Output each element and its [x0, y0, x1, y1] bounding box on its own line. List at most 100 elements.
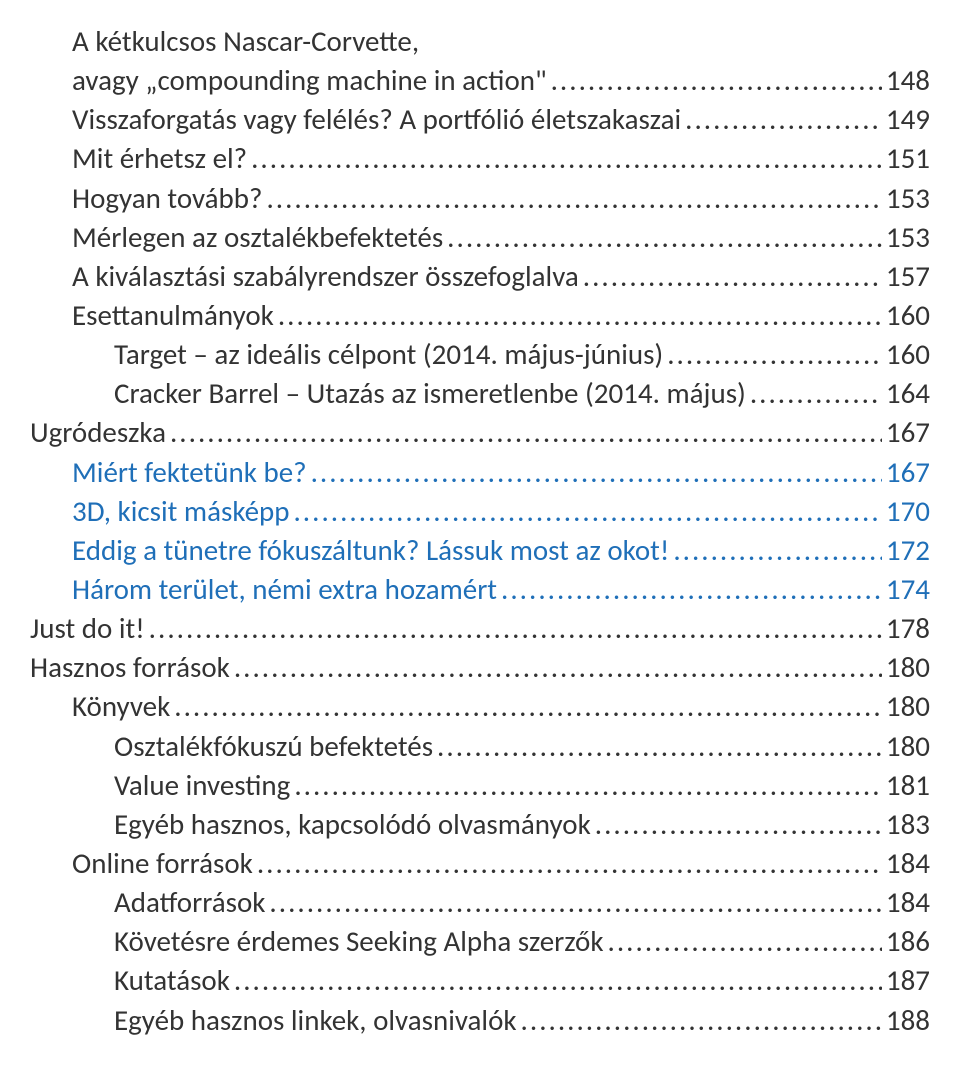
toc-entry-page: 170 [886, 492, 930, 531]
toc-entry-label: 3D, kicsit másképp [72, 492, 289, 531]
toc-entry-label: Hasznos források [30, 648, 230, 687]
toc-entry-label: Kutatások [114, 961, 230, 1000]
toc-entry-page: 180 [886, 687, 930, 726]
toc-entry[interactable]: 3D, kicsit másképp 170 [30, 492, 930, 531]
toc-entry-page: 180 [886, 648, 930, 687]
toc-entry-page: 167 [886, 453, 930, 492]
toc-entry: avagy „compounding machine in action" 148 [30, 61, 930, 100]
toc-entry-page: 148 [886, 61, 930, 100]
toc-entry-label: Hogyan tovább? [72, 179, 262, 218]
toc-entry: Mit érhetsz el? 151 [30, 139, 930, 178]
dot-leader [269, 883, 881, 922]
dot-leader [174, 687, 882, 726]
toc-entry-label: Miért fektetünk be? [72, 453, 307, 492]
toc-entry-label: Mit érhetsz el? [72, 139, 247, 178]
dot-leader [234, 648, 882, 687]
toc-entry-page: 157 [886, 257, 930, 296]
toc-entry[interactable]: Eddig a tünetre fókuszáltunk? Lássuk mos… [30, 531, 930, 570]
toc-entry-page: 183 [886, 805, 930, 844]
toc-entry-label: Esettanulmányok [72, 296, 274, 335]
toc-entry-label: Online források [72, 844, 253, 883]
dot-leader [583, 257, 882, 296]
toc-entry: Target – az ideális célpont (2014. május… [30, 335, 930, 374]
dot-leader [501, 570, 882, 609]
dot-leader [673, 531, 882, 570]
dot-leader [251, 139, 882, 178]
dot-leader [608, 922, 882, 961]
toc-entry: Osztalékfókuszú befektetés 180 [30, 727, 930, 766]
toc-entry: Hasznos források 180 [30, 648, 930, 687]
dot-leader [437, 727, 882, 766]
toc-entry-label: Target – az ideális célpont (2014. május… [114, 335, 663, 374]
toc-entry-label: Just do it! [30, 609, 145, 648]
toc-entry: A kiválasztási szabályrendszer összefogl… [30, 257, 930, 296]
dot-leader [234, 961, 882, 1000]
toc-entry-text: A kétkulcsos Nascar-Corvette, [30, 22, 930, 61]
dot-leader [685, 100, 882, 139]
toc-entry-page: 160 [886, 296, 930, 335]
dot-leader [311, 453, 882, 492]
toc-entry: Hogyan tovább? 153 [30, 179, 930, 218]
toc-entry-label: Cracker Barrel – Utazás az ismeretlenbe … [114, 374, 746, 413]
toc-entry-page: 160 [886, 335, 930, 374]
dot-leader [294, 766, 882, 805]
toc-entry-page: 153 [886, 218, 930, 257]
toc-entry-label: Value investing [114, 766, 290, 805]
toc-entry-label: Követésre érdemes Seeking Alpha szerzők [114, 922, 604, 961]
dot-leader [278, 296, 882, 335]
dot-leader [750, 374, 882, 413]
toc-entry-label: Mérlegen az osztalékbefektetés [72, 218, 443, 257]
dot-leader [149, 609, 882, 648]
toc-entry: Egyéb hasznos linkek, olvasnivalók 188 [30, 1001, 930, 1040]
toc-entry-label: Eddig a tünetre fókuszáltunk? Lássuk mos… [72, 531, 669, 570]
toc-entry: Value investing 181 [30, 766, 930, 805]
toc-entry-page: 184 [886, 844, 930, 883]
toc-entry: Mérlegen az osztalékbefektetés 153 [30, 218, 930, 257]
toc-entry-page: 164 [886, 374, 930, 413]
toc-entry-label: A kiválasztási szabályrendszer összefogl… [72, 257, 579, 296]
dot-leader [170, 413, 882, 452]
toc-entry-page: 181 [886, 766, 930, 805]
dot-leader [595, 805, 882, 844]
toc-entry-label: Osztalékfókuszú befektetés [114, 727, 433, 766]
toc-entry[interactable]: Három terület, némi extra hozamért 174 [30, 570, 930, 609]
toc-entry-label: Ugródeszka [30, 413, 166, 452]
toc-entry-page: 187 [886, 961, 930, 1000]
toc-entry: Cracker Barrel – Utazás az ismeretlenbe … [30, 374, 930, 413]
toc-entry-page: 172 [886, 531, 930, 570]
toc-entry-label: Visszaforgatás vagy felélés? A portfólió… [72, 100, 681, 139]
toc-entry[interactable]: Miért fektetünk be? 167 [30, 453, 930, 492]
toc-entry-label: Könyvek [72, 687, 170, 726]
toc-entry: Egyéb hasznos, kapcsolódó olvasmányok 183 [30, 805, 930, 844]
dot-leader [293, 492, 881, 531]
toc-entry: Online források 184 [30, 844, 930, 883]
toc-entry-page: 149 [886, 100, 930, 139]
toc-entry: Visszaforgatás vagy felélés? A portfólió… [30, 100, 930, 139]
dot-leader [667, 335, 882, 374]
toc-entry-page: 153 [886, 179, 930, 218]
toc-entry: Adatforrások 184 [30, 883, 930, 922]
toc-entry-page: 151 [886, 139, 930, 178]
dot-leader [266, 179, 881, 218]
toc-entry-page: 178 [886, 609, 930, 648]
toc-entry-label: Három terület, némi extra hozamért [72, 570, 497, 609]
toc-entry-page: 174 [886, 570, 930, 609]
toc-entry-page: 180 [886, 727, 930, 766]
toc-entry: Kutatások 187 [30, 961, 930, 1000]
dot-leader [551, 61, 882, 100]
dot-leader [447, 218, 882, 257]
toc-entry-label: Egyéb hasznos linkek, olvasnivalók [114, 1001, 517, 1040]
toc-entry-label: avagy „compounding machine in action" [72, 61, 547, 100]
toc-entry: Esettanulmányok 160 [30, 296, 930, 335]
toc-entry-page: 188 [886, 1001, 930, 1040]
toc-entry: Ugródeszka 167 [30, 413, 930, 452]
toc-entry-label: Adatforrások [114, 883, 265, 922]
toc-entry: Just do it! 178 [30, 609, 930, 648]
toc-entry-page: 186 [886, 922, 930, 961]
toc-entry: Követésre érdemes Seeking Alpha szerzők 1… [30, 922, 930, 961]
toc-entry-label: Egyéb hasznos, kapcsolódó olvasmányok [114, 805, 591, 844]
dot-leader [521, 1001, 882, 1040]
toc-entry-page: 167 [886, 413, 930, 452]
dot-leader [257, 844, 882, 883]
toc-entry-page: 184 [886, 883, 930, 922]
